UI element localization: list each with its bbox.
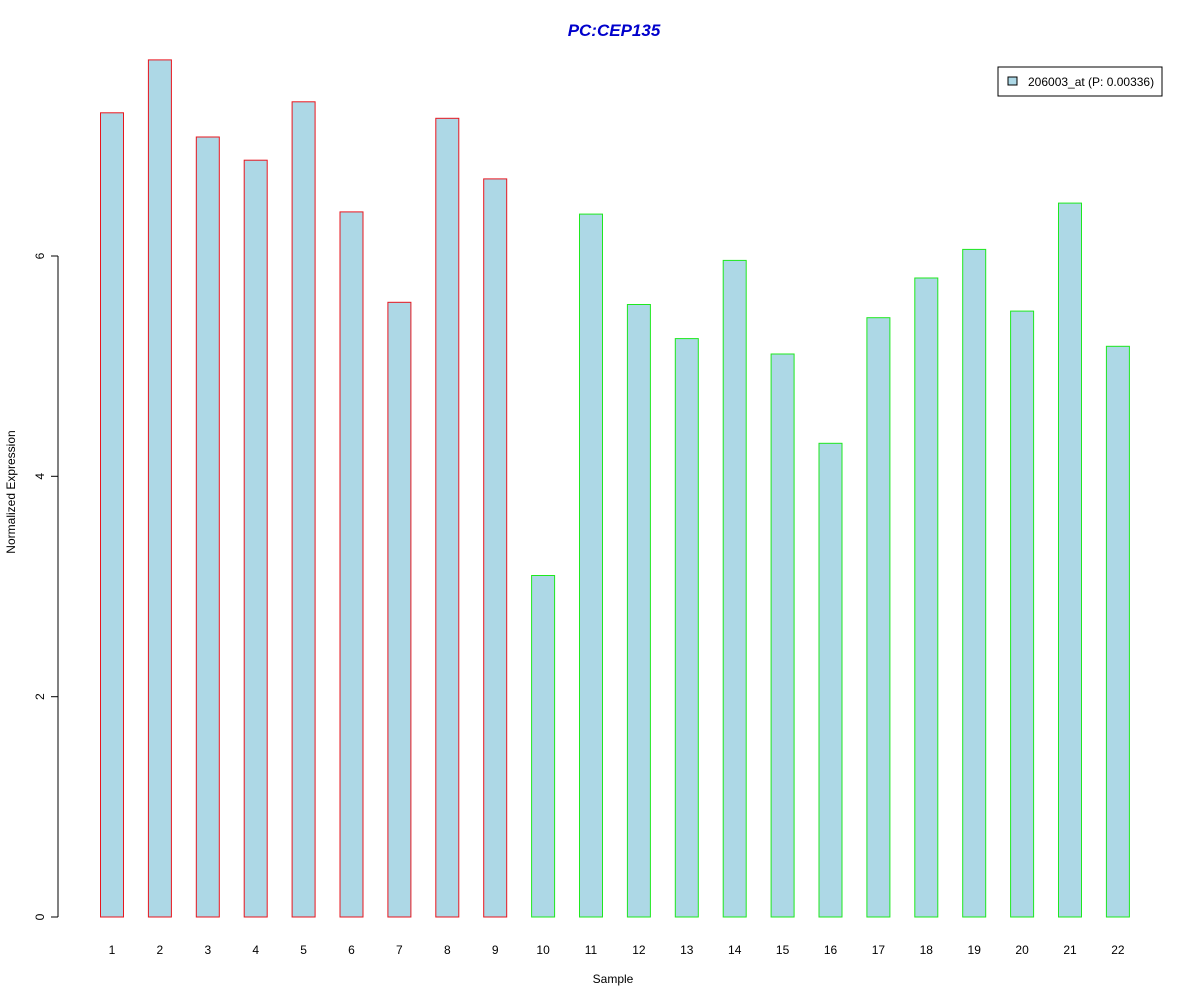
bar-sample-3	[195, 136, 220, 918]
y-ticks: 0 2 4 6	[33, 252, 58, 920]
x-tick-label-15: 15	[776, 943, 790, 957]
y-tick-label-4: 4	[33, 473, 47, 480]
bar-sample-8	[435, 117, 460, 918]
x-tick-label-21: 21	[1063, 943, 1077, 957]
x-tick-label-2: 2	[157, 943, 164, 957]
x-tick-label-13: 13	[680, 943, 694, 957]
legend: 206003_at (P: 0.00336)	[997, 66, 1163, 97]
x-tick-label-11: 11	[585, 943, 598, 957]
x-tick-labels: 1 2 3 4 5 6 7 8 9 10 11 12 13 14 15 16 17 18 19 20 21 22	[109, 943, 1125, 957]
bar-sample-11	[579, 213, 603, 918]
x-tick-label-22: 22	[1111, 943, 1125, 957]
x-tick-label-6: 6	[348, 943, 355, 957]
bar-sample-1	[100, 112, 124, 918]
bar-sample-12	[626, 304, 651, 918]
bar-sample-10	[531, 575, 556, 918]
x-tick-label-3: 3	[204, 943, 211, 957]
bar-sample-21	[1058, 202, 1082, 918]
bars-group	[100, 59, 1130, 918]
y-tick-label-2: 2	[33, 693, 47, 700]
bar-sample-20	[1010, 310, 1035, 918]
x-axis-label: Sample	[593, 972, 634, 986]
bar-sample-18	[914, 277, 939, 918]
y-axis-label: Normalized Expression	[4, 430, 18, 553]
bar-sample-15	[770, 353, 795, 918]
x-tick-label-12: 12	[632, 943, 646, 957]
bar-sample-16	[818, 442, 843, 918]
bar-sample-19	[962, 248, 987, 918]
y-tick-label-0: 0	[33, 913, 47, 920]
bar-sample-2	[147, 59, 172, 918]
bar-sample-22	[1105, 345, 1130, 918]
x-tick-label-5: 5	[300, 943, 307, 957]
x-tick-label-18: 18	[920, 943, 934, 957]
bar-sample-7	[387, 301, 412, 918]
x-tick-label-10: 10	[536, 943, 550, 957]
x-tick-label-9: 9	[492, 943, 499, 957]
legend-swatch	[1007, 76, 1018, 86]
bar-sample-13	[674, 338, 699, 918]
x-tick-label-17: 17	[872, 943, 886, 957]
bar-sample-6	[339, 211, 364, 918]
y-tick-label-6: 6	[33, 252, 47, 259]
x-tick-label-4: 4	[252, 943, 259, 957]
legend-box	[997, 66, 1163, 97]
bar-sample-9	[483, 178, 508, 918]
bar-sample-14	[722, 259, 747, 918]
x-tick-label-7: 7	[396, 943, 403, 957]
x-tick-label-1: 1	[109, 943, 116, 957]
x-tick-label-19: 19	[968, 943, 982, 957]
x-tick-label-8: 8	[444, 943, 451, 957]
bar-sample-17	[866, 317, 891, 918]
bar-sample-4	[243, 159, 268, 918]
chart-title: PC:CEP135	[568, 21, 661, 40]
bar-sample-5	[291, 101, 316, 918]
x-tick-label-16: 16	[824, 943, 838, 957]
x-tick-label-20: 20	[1015, 943, 1029, 957]
x-tick-label-14: 14	[728, 943, 742, 957]
legend-label: 206003_at (P: 0.00336)	[1028, 75, 1154, 89]
